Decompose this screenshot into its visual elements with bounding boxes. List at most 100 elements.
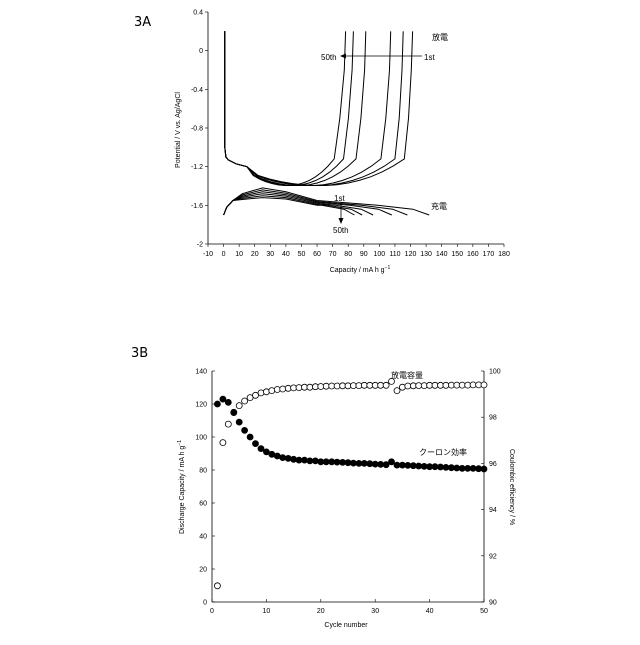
chart-3b-x-tick-label: 10 bbox=[263, 608, 271, 615]
figure-page: 3A -100102030405060708090100110120130140… bbox=[0, 0, 640, 640]
chart-3a-x-tick-label: -10 bbox=[203, 251, 213, 258]
chart-3b-right-y-tick-label: 90 bbox=[489, 600, 497, 607]
discharge-last-label: 50th bbox=[321, 53, 337, 62]
chart-3b-x-tick-label: 20 bbox=[317, 608, 325, 615]
capacity-point bbox=[258, 446, 264, 452]
capacity-point bbox=[378, 461, 384, 467]
charge-label: 充電 bbox=[431, 201, 447, 211]
capacity-point bbox=[231, 409, 237, 415]
capacity-point bbox=[389, 459, 395, 465]
capacity-point bbox=[280, 455, 286, 461]
capacity-point bbox=[269, 451, 275, 457]
efficiency-point bbox=[236, 403, 242, 409]
chart-3a-y-axis-label: Potential / V vs. Ag/AgCl bbox=[175, 92, 182, 168]
capacity-point bbox=[443, 464, 449, 470]
capacity-point bbox=[481, 466, 487, 472]
efficiency-point bbox=[334, 383, 340, 389]
efficiency-point bbox=[225, 421, 231, 427]
capacity-point bbox=[247, 434, 253, 440]
chart-3a-x-tick-label: 70 bbox=[329, 251, 337, 258]
chart-3a-y-tick-label: 0.4 bbox=[193, 10, 203, 17]
efficiency-point bbox=[394, 388, 400, 394]
chart-3a-x-tick-label: 170 bbox=[483, 251, 495, 258]
efficiency-point bbox=[280, 386, 286, 392]
capacity-point bbox=[350, 460, 356, 466]
chart-3a-y-tick-label: -2 bbox=[197, 242, 203, 249]
chart-3b-left-y-tick-label: 60 bbox=[199, 501, 207, 508]
discharge-first-label: 1st bbox=[424, 53, 435, 62]
chart-3a-x-tick-label: 30 bbox=[266, 251, 274, 258]
chart-3a-x-axis-label: Capacity / mA h g−1 bbox=[330, 265, 391, 274]
charge-last-label: 50th bbox=[333, 226, 349, 235]
chart-3a-y-tick-label: -1.2 bbox=[191, 164, 203, 171]
chart-3b-x-tick-label: 40 bbox=[426, 608, 434, 615]
chart-3b-left-y-tick-label: 80 bbox=[199, 468, 207, 475]
capacity-point bbox=[405, 462, 411, 468]
efficiency-point bbox=[399, 384, 405, 390]
chart-3b-left-y-tick-label: 100 bbox=[195, 435, 207, 442]
chart-3b-axes bbox=[212, 371, 484, 602]
discharge-curve bbox=[225, 31, 413, 185]
chart-3a-ticks: -100102030405060708090100110120130140150… bbox=[191, 10, 510, 259]
capacity-point bbox=[312, 458, 318, 464]
efficiency-point bbox=[481, 382, 487, 388]
discharge-arrow-head bbox=[340, 54, 346, 59]
chart-3b-left-y-tick-label: 40 bbox=[199, 534, 207, 541]
efficiency-point bbox=[253, 392, 259, 398]
capacity-point bbox=[416, 463, 422, 469]
chart-3b-points bbox=[214, 378, 487, 588]
chart-3a-x-tick-label: 110 bbox=[389, 251, 400, 258]
capacity-point bbox=[470, 465, 476, 471]
efficiency-point bbox=[405, 383, 411, 389]
efficiency-point bbox=[443, 382, 449, 388]
chart-3b-left-y-tick-label: 120 bbox=[195, 402, 207, 409]
charge-arrow-head bbox=[339, 218, 344, 224]
chart-3b-x-tick-label: 0 bbox=[210, 608, 214, 615]
capacity-point bbox=[225, 399, 231, 405]
chart-3b-right-y-tick-label: 98 bbox=[489, 415, 497, 422]
chart-3b-right-y-tick-label: 94 bbox=[489, 507, 497, 514]
chart-3a-x-tick-label: 130 bbox=[420, 251, 432, 258]
chart-3a-x-tick-label: 0 bbox=[222, 251, 226, 258]
chart-3b-right-y-tick-label: 100 bbox=[489, 369, 501, 376]
chart-3b-x-axis-label: Cycle number bbox=[324, 622, 368, 629]
chart-3a-x-tick-label: 40 bbox=[282, 251, 290, 258]
efficiency-point bbox=[269, 388, 275, 394]
efficiency-point bbox=[263, 389, 269, 395]
chart-3a-x-tick-label: 90 bbox=[360, 251, 368, 258]
efficiency-point bbox=[383, 382, 389, 388]
capacity-point bbox=[242, 427, 248, 433]
chart-3b-right-y-tick-label: 96 bbox=[489, 461, 497, 468]
chart-3a-x-tick-label: 10 bbox=[235, 251, 243, 258]
capacity-point bbox=[214, 401, 220, 407]
chart-3a-y-tick-label: 0 bbox=[199, 48, 203, 55]
figure-label-3a: 3A bbox=[134, 15, 151, 30]
capacity-point bbox=[253, 441, 259, 447]
chart-3a-axes bbox=[208, 12, 504, 244]
figure-canvas: 3A -100102030405060708090100110120130140… bbox=[0, 0, 640, 640]
efficiency-point bbox=[296, 385, 302, 391]
chart-3a-x-tick-label: 100 bbox=[374, 251, 386, 258]
efficiency-point bbox=[214, 583, 220, 589]
capacity-point bbox=[220, 396, 226, 402]
chart-3b-right-y-tick-label: 92 bbox=[489, 553, 497, 560]
chart-3a-x-tick-label: 60 bbox=[313, 251, 321, 258]
chart-3b-x-tick-label: 50 bbox=[480, 608, 488, 615]
efficiency-point bbox=[242, 398, 248, 404]
chart-3b-left-y-tick-label: 140 bbox=[195, 369, 207, 376]
efficiency-point bbox=[258, 390, 264, 396]
chart-3b-x-tick-label: 30 bbox=[371, 608, 379, 615]
chart-3b-right-y-axis-label: Coulombic efficiency / % bbox=[508, 449, 515, 525]
figure-label-3b: 3B bbox=[131, 346, 148, 361]
capacity-point bbox=[361, 460, 367, 466]
chart-3a-x-tick-label: 140 bbox=[436, 251, 448, 258]
efficiency-legend-label: クーロン効率 bbox=[419, 447, 467, 457]
chart-3b-left-y-axis-label: Discharge Capacity / mA h g−1 bbox=[177, 440, 186, 534]
efficiency-point bbox=[220, 440, 226, 446]
discharge-curve bbox=[225, 31, 391, 185]
capacity-point bbox=[432, 464, 438, 470]
chart-3b: 3B 0102030405002040608010012014090929496… bbox=[131, 346, 515, 629]
efficiency-point bbox=[323, 383, 329, 389]
capacity-point bbox=[236, 419, 242, 425]
efficiency-point bbox=[307, 384, 313, 390]
